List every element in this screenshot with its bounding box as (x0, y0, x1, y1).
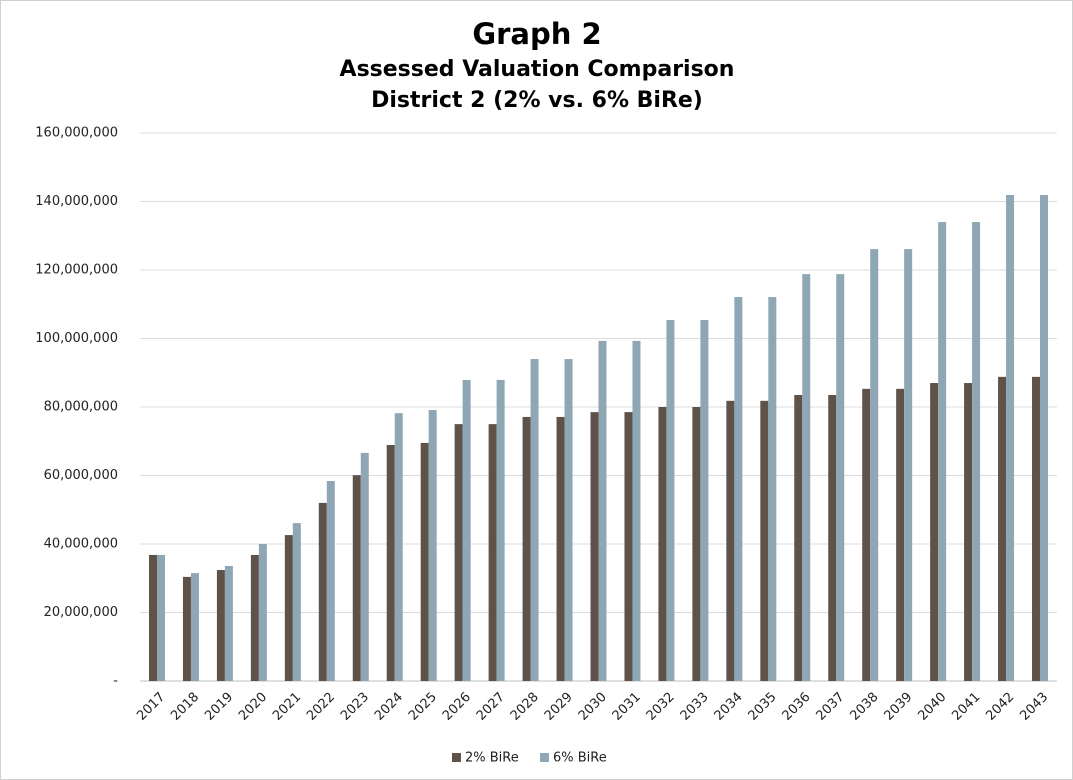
bar (794, 395, 803, 681)
bar (148, 554, 157, 681)
bar (496, 379, 505, 681)
bar (930, 383, 939, 681)
legend-swatch (452, 753, 461, 762)
bar (360, 452, 369, 681)
bar (250, 554, 259, 681)
bar (862, 388, 871, 681)
y-tick-label: 120,000,000 (35, 263, 118, 278)
bar (352, 475, 361, 681)
y-tick-label: 20,000,000 (44, 605, 118, 620)
y-tick-label: 80,000,000 (44, 400, 118, 415)
legend-label: 6% BiRe (553, 751, 607, 766)
bar (666, 320, 675, 681)
bar (836, 274, 845, 681)
bar (522, 416, 531, 681)
bar (802, 274, 811, 681)
bar (700, 320, 709, 681)
legend-label: 2% BiRe (465, 751, 519, 766)
y-tick-label: 140,000,000 (35, 194, 118, 209)
bar (216, 570, 225, 681)
chart-subtitle: Assessed Valuation Comparison (340, 57, 735, 82)
legend-swatch (540, 753, 549, 762)
bar (726, 400, 735, 681)
bar (1032, 376, 1041, 681)
y-tick-label: 100,000,000 (35, 331, 118, 346)
bar (1040, 194, 1049, 681)
bar (870, 249, 879, 682)
chart-title: Graph 2 (472, 17, 601, 51)
bar (326, 480, 335, 681)
bar (156, 554, 165, 681)
y-tick-label: - (113, 674, 118, 689)
bar (760, 400, 769, 681)
bar (598, 340, 607, 681)
bar (318, 502, 327, 681)
bar (896, 388, 905, 681)
bar (224, 565, 233, 681)
y-tick-label: 60,000,000 (44, 468, 118, 483)
bar (462, 379, 471, 681)
bar (292, 523, 301, 681)
bar (938, 222, 947, 682)
bar (564, 359, 573, 681)
bar (1006, 194, 1015, 681)
bar (284, 535, 293, 681)
chart-subtitle: District 2 (2% vs. 6% BiRe) (371, 88, 703, 113)
bar (182, 576, 191, 681)
bar (530, 359, 539, 681)
bar (692, 407, 701, 681)
bar (632, 340, 641, 681)
bar (428, 410, 437, 681)
bar (972, 222, 981, 682)
bar (658, 407, 667, 681)
bar (258, 544, 267, 681)
bar (386, 445, 395, 681)
y-tick-label: 160,000,000 (35, 126, 118, 141)
bar (734, 297, 743, 681)
bar (964, 383, 973, 681)
bar (828, 395, 837, 681)
bar (454, 424, 463, 681)
bar (556, 416, 565, 681)
bar (998, 376, 1007, 681)
bar (904, 249, 913, 682)
bar (624, 412, 633, 681)
bar (488, 424, 497, 681)
bar (768, 297, 777, 681)
bar (394, 413, 403, 681)
bar (590, 412, 599, 681)
bar (420, 442, 429, 681)
y-tick-label: 40,000,000 (44, 537, 118, 552)
bar (190, 573, 199, 681)
